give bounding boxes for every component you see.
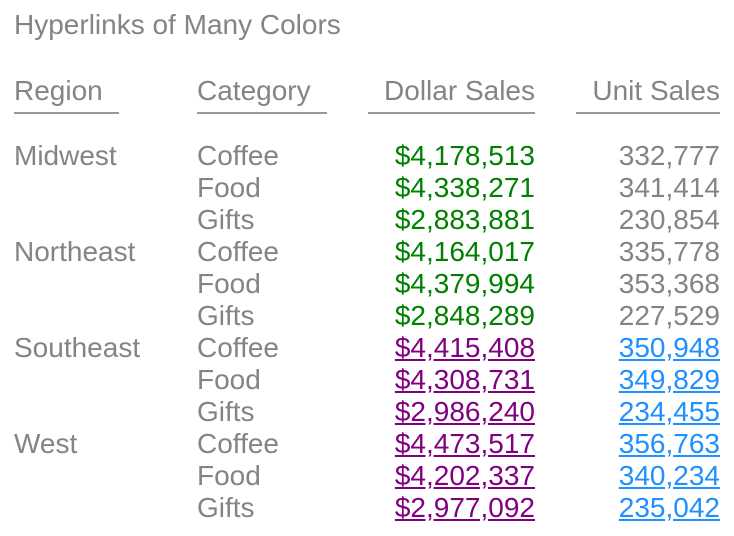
unit-sales-cell: 353,368 bbox=[535, 268, 720, 300]
unit-sales-link[interactable]: 350,948 bbox=[618, 332, 720, 363]
category-cell: Gifts bbox=[197, 300, 255, 331]
region-cell bbox=[14, 300, 197, 332]
dollar-sales-link[interactable]: $4,415,408 bbox=[394, 332, 535, 363]
unit-sales-value: 230,854 bbox=[618, 204, 720, 235]
unit-sales-cell: 356,763 bbox=[535, 428, 720, 460]
dollar-sales-link[interactable]: $4,308,731 bbox=[394, 364, 535, 395]
dollar-sales-value: $4,164,017 bbox=[394, 236, 535, 267]
table-body: Midwest Coffee $4,178,513 332,777 Food $4,338… bbox=[14, 114, 720, 524]
dollar-sales-value: $4,178,513 bbox=[394, 140, 535, 171]
column-header-dollar-sales-label: Dollar Sales bbox=[368, 75, 535, 114]
dollar-sales-cell: $4,473,517 bbox=[360, 428, 535, 460]
dollar-sales-link[interactable]: $4,202,337 bbox=[394, 460, 535, 491]
table-row: Northeast Coffee $4,164,017 335,778 bbox=[14, 236, 720, 268]
column-header-unit-sales-label: Unit Sales bbox=[576, 75, 720, 114]
column-header-unit-sales: Unit Sales bbox=[535, 75, 720, 114]
unit-sales-link[interactable]: 340,234 bbox=[618, 460, 720, 491]
unit-sales-cell: 235,042 bbox=[535, 492, 720, 524]
unit-sales-cell: 332,777 bbox=[535, 114, 720, 172]
table-row: Food $4,338,271 341,414 bbox=[14, 172, 720, 204]
dollar-sales-cell: $4,164,017 bbox=[360, 236, 535, 268]
table-row: Gifts $2,848,289 227,529 bbox=[14, 300, 720, 332]
region-cell bbox=[14, 460, 197, 492]
unit-sales-link[interactable]: 234,455 bbox=[618, 396, 720, 427]
column-header-region: Region bbox=[14, 75, 197, 114]
category-cell: Food bbox=[197, 460, 261, 491]
dollar-sales-link[interactable]: $4,473,517 bbox=[394, 428, 535, 459]
category-cell: Food bbox=[197, 172, 261, 203]
category-cell: Coffee bbox=[197, 140, 279, 171]
table-row: Food $4,202,337 340,234 bbox=[14, 460, 720, 492]
table-row: Food $4,379,994 353,368 bbox=[14, 268, 720, 300]
header-row: Region Category Dollar Sales Unit Sales bbox=[14, 75, 720, 114]
table-row: Gifts $2,986,240 234,455 bbox=[14, 396, 720, 428]
unit-sales-cell: 341,414 bbox=[535, 172, 720, 204]
region-cell: Southeast bbox=[14, 332, 141, 363]
unit-sales-cell: 234,455 bbox=[535, 396, 720, 428]
dollar-sales-cell: $4,202,337 bbox=[360, 460, 535, 492]
category-cell: Gifts bbox=[197, 396, 255, 427]
table-row: Midwest Coffee $4,178,513 332,777 bbox=[14, 114, 720, 172]
unit-sales-value: 332,777 bbox=[618, 140, 720, 171]
dollar-sales-value: $4,338,271 bbox=[394, 172, 535, 203]
region-cell: Midwest bbox=[14, 140, 117, 171]
category-cell: Coffee bbox=[197, 428, 279, 459]
report-title: Hyperlinks of Many Colors bbox=[14, 9, 341, 40]
unit-sales-cell: 349,829 bbox=[535, 364, 720, 396]
region-cell bbox=[14, 172, 197, 204]
table-row: Gifts $2,883,881 230,854 bbox=[14, 204, 720, 236]
dollar-sales-cell: $2,883,881 bbox=[360, 204, 535, 236]
unit-sales-link[interactable]: 349,829 bbox=[618, 364, 720, 395]
unit-sales-cell: 227,529 bbox=[535, 300, 720, 332]
region-cell bbox=[14, 268, 197, 300]
column-header-dollar-sales: Dollar Sales bbox=[360, 75, 535, 114]
table-row: West Coffee $4,473,517 356,763 bbox=[14, 428, 720, 460]
unit-sales-cell: 335,778 bbox=[535, 236, 720, 268]
column-header-category-label: Category bbox=[197, 75, 327, 114]
dollar-sales-cell: $2,986,240 bbox=[360, 396, 535, 428]
unit-sales-cell: 340,234 bbox=[535, 460, 720, 492]
dollar-sales-cell: $4,178,513 bbox=[360, 114, 535, 172]
category-cell: Food bbox=[197, 364, 261, 395]
category-cell: Coffee bbox=[197, 236, 279, 267]
unit-sales-value: 353,368 bbox=[618, 268, 720, 299]
region-cell bbox=[14, 396, 197, 428]
table-row: Gifts $2,977,092 235,042 bbox=[14, 492, 720, 524]
unit-sales-value: 341,414 bbox=[618, 172, 720, 203]
column-header-category: Category bbox=[197, 75, 360, 114]
region-cell bbox=[14, 204, 197, 236]
category-cell: Coffee bbox=[197, 332, 279, 363]
dollar-sales-value: $2,883,881 bbox=[394, 204, 535, 235]
region-cell bbox=[14, 492, 197, 524]
unit-sales-link[interactable]: 356,763 bbox=[618, 428, 720, 459]
dollar-sales-value: $2,848,289 bbox=[394, 300, 535, 331]
unit-sales-cell: 350,948 bbox=[535, 332, 720, 364]
dollar-sales-link[interactable]: $2,977,092 bbox=[394, 492, 535, 523]
unit-sales-value: 335,778 bbox=[618, 236, 720, 267]
dollar-sales-cell: $2,848,289 bbox=[360, 300, 535, 332]
dollar-sales-link[interactable]: $2,986,240 bbox=[394, 396, 535, 427]
unit-sales-value: 227,529 bbox=[618, 300, 720, 331]
region-cell: Northeast bbox=[14, 236, 136, 267]
region-cell bbox=[14, 364, 197, 396]
category-cell: Gifts bbox=[197, 492, 255, 523]
dollar-sales-cell: $2,977,092 bbox=[360, 492, 535, 524]
dollar-sales-cell: $4,338,271 bbox=[360, 172, 535, 204]
column-header-region-label: Region bbox=[14, 75, 119, 114]
category-cell: Gifts bbox=[197, 204, 255, 235]
category-cell: Food bbox=[197, 268, 261, 299]
dollar-sales-cell: $4,379,994 bbox=[360, 268, 535, 300]
region-cell: West bbox=[14, 428, 78, 459]
dollar-sales-cell: $4,308,731 bbox=[360, 364, 535, 396]
unit-sales-cell: 230,854 bbox=[535, 204, 720, 236]
table-row: Southeast Coffee $4,415,408 350,948 bbox=[14, 332, 720, 364]
unit-sales-link[interactable]: 235,042 bbox=[618, 492, 720, 523]
sales-table: Region Category Dollar Sales Unit Sales … bbox=[14, 75, 720, 524]
table-row: Food $4,308,731 349,829 bbox=[14, 364, 720, 396]
dollar-sales-cell: $4,415,408 bbox=[360, 332, 535, 364]
dollar-sales-value: $4,379,994 bbox=[394, 268, 535, 299]
